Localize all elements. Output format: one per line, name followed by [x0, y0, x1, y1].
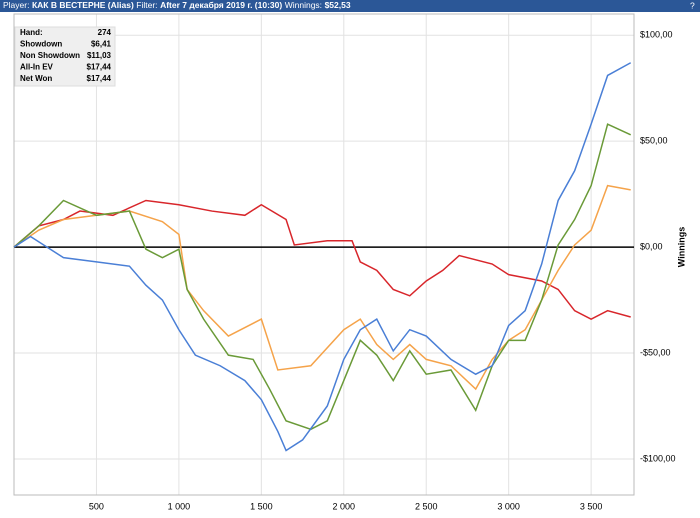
filter: After 7 декабря 2019 г. (10:30) [160, 0, 282, 10]
stat-value: $11,03 [87, 51, 112, 60]
series-line [13, 184, 631, 391]
stat-value: $6,41 [91, 40, 112, 49]
series-line [13, 62, 632, 452]
stat-label: Showdown [20, 40, 62, 49]
stat-label: Non Showdown [20, 51, 80, 60]
y-tick-label: -$100,00 [640, 453, 676, 463]
y-tick-label: -$50,00 [640, 347, 671, 357]
header-bar [0, 0, 700, 12]
stat-label: Net Won [20, 74, 52, 83]
stat-label: Hand: [20, 28, 43, 37]
y-tick-label: $100,00 [640, 30, 673, 40]
plot-frame [13, 13, 635, 496]
header-text: Player: КАК В ВЕСТЕРНЕ (Alias) Filter: A… [3, 0, 351, 10]
winnings: $52,53 [325, 0, 351, 10]
x-tick-label: 3 000 [497, 501, 520, 511]
stat-label: All-In EV [20, 63, 54, 72]
stat-value: 274 [98, 28, 112, 37]
x-tick-label: 3 500 [580, 501, 603, 511]
help-icon[interactable]: ? [690, 0, 695, 10]
series-line [13, 123, 632, 431]
y-tick-label: $0,00 [640, 241, 663, 251]
stats-box [14, 26, 116, 87]
x-tick-label: 1 500 [250, 501, 273, 511]
x-tick-label: 2 500 [415, 501, 438, 511]
stat-value: $17,44 [87, 63, 112, 72]
player: КАК В ВЕСТЕРНЕ (Alias) [32, 0, 134, 10]
x-tick-label: 1 000 [168, 501, 191, 511]
y-tick-label: $50,00 [640, 136, 668, 146]
player-label: Player: [3, 0, 29, 10]
filter-label: Filter: [136, 0, 157, 10]
x-tick-label: 2 000 [333, 501, 356, 511]
series-line [13, 199, 631, 320]
stat-value: $17,44 [87, 74, 112, 83]
y-axis-label: Winnings [676, 227, 686, 267]
winnings-label: Winnings: [285, 0, 322, 10]
x-tick-label: 500 [89, 501, 104, 511]
